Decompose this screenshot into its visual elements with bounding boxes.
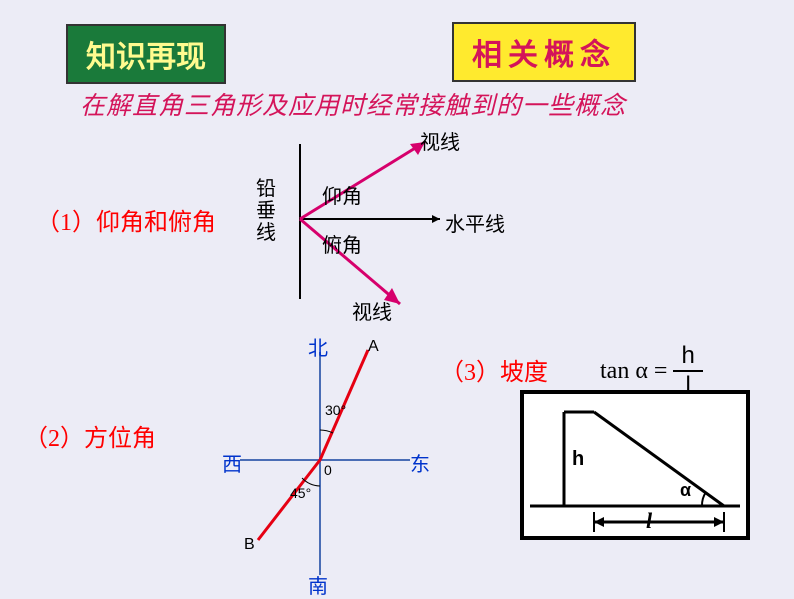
label-plumb-line: 铅垂线 — [256, 178, 278, 244]
label-point-a: A — [368, 338, 379, 356]
label-south: 南 — [308, 570, 328, 599]
section-3-label: （3）坡度 — [440, 352, 548, 387]
diagram-2-svg — [210, 330, 430, 590]
label-angle-45: 45° — [290, 485, 311, 501]
label-origin: 0 — [324, 462, 332, 478]
title-related-concepts: 相关概念 — [452, 22, 636, 82]
label-sightline-up: 视线 — [420, 126, 460, 155]
label-angle-30: 30° — [325, 402, 346, 418]
label-elevation-angle: 仰角 — [322, 180, 362, 209]
formula-numerator: h — [673, 342, 702, 372]
diagram-bearings: 北 南 东 西 A B 0 30° 45° — [210, 330, 430, 590]
label-depression-angle: 俯角 — [322, 229, 362, 258]
label-horizontal-line: 水平线 — [445, 208, 505, 237]
formula-lhs: tan α = — [600, 358, 667, 385]
label-alpha: α — [680, 480, 691, 501]
label-h: h — [572, 448, 584, 471]
diagram-elevation-angles: 铅垂线 水平线 仰角 俯角 视线 视线 — [260, 124, 540, 324]
section-2-label: （2）方位角 — [24, 418, 156, 453]
intro-text: 在解直角三角形及应用时经常接触到的一些概念 — [80, 86, 626, 122]
label-north: 北 — [308, 332, 328, 361]
label-point-b: B — [244, 536, 255, 554]
section-1-label: （1）仰角和俯角 — [36, 202, 216, 237]
diagram-3-svg — [524, 394, 746, 536]
title-knowledge-review: 知识再现 — [66, 24, 226, 84]
slope-frame: h l α — [520, 390, 750, 540]
label-west: 西 — [222, 448, 242, 477]
diagram-slope: h l α — [520, 390, 780, 560]
label-sightline-down: 视线 — [352, 296, 392, 325]
label-l: l — [646, 508, 652, 534]
label-east: 东 — [410, 448, 430, 477]
